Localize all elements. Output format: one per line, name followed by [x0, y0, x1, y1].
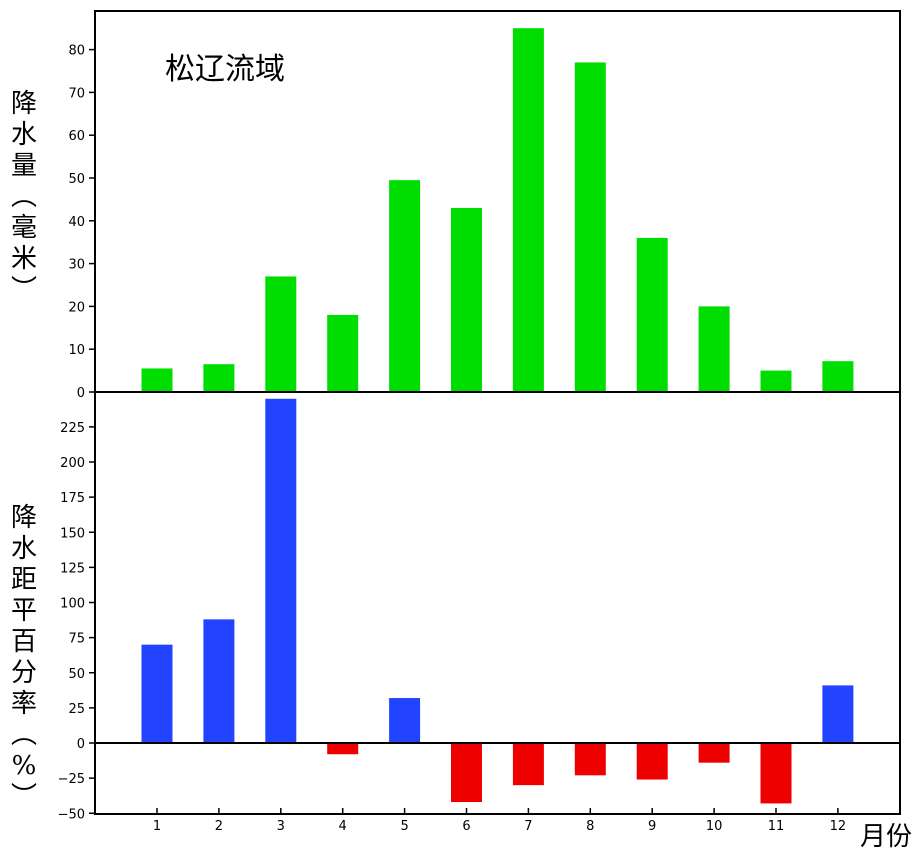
- precip-bar-3: [265, 276, 297, 392]
- precip-bar-4: [327, 314, 359, 392]
- precip-bar-10: [698, 306, 730, 392]
- y-tick-label: 80: [68, 44, 85, 59]
- anomaly-y-axis: −50 −25 0 25 50 75 100 125 150 175 200 225: [58, 421, 95, 822]
- y-tick-label: 50: [68, 172, 85, 187]
- anomaly-bar-6: [451, 743, 482, 803]
- month-x-axis: 1 2 3 4 5 6 7 8 9 10 11 12: [153, 808, 846, 834]
- y-axis-label-char: 水: [11, 534, 37, 564]
- anomaly-bar-1: [141, 644, 173, 743]
- y-axis-label-char: 平: [11, 596, 37, 626]
- y-tick-label: 60: [68, 129, 85, 144]
- anomaly-bars: [141, 398, 854, 804]
- y-axis-label-char: 毫: [11, 213, 37, 243]
- x-tick-label: 3: [277, 819, 285, 834]
- y-tick-label: 0: [77, 386, 85, 401]
- y-axis-label-char: 率: [11, 689, 37, 719]
- y-axis-label-char: 分: [11, 658, 37, 688]
- y-axis-label-char: 降: [11, 89, 37, 119]
- y-axis-label-char: 水: [11, 120, 37, 150]
- x-tick-label: 1: [153, 819, 161, 834]
- anomaly-bar-3: [265, 398, 297, 743]
- anomaly-bar-12: [822, 685, 854, 743]
- y-tick-label: 10: [68, 343, 85, 358]
- y-axis-label-char: 距: [11, 565, 37, 595]
- y-axis-label-char: ︶: [11, 275, 37, 305]
- y-axis-label-char: 降: [11, 503, 37, 533]
- anomaly-bar-8: [574, 743, 606, 776]
- x-axis-label: 月份: [860, 822, 912, 852]
- y-tick-label: 25: [68, 702, 85, 717]
- precip-bar-2: [203, 364, 235, 392]
- anomaly-bar-11: [760, 743, 792, 804]
- x-tick-label: 2: [215, 819, 223, 834]
- anomaly-bar-4: [327, 743, 359, 755]
- precip-bar-12: [822, 361, 854, 392]
- y-tick-label: 30: [68, 258, 85, 273]
- precipitation-panel: 0 10 20 30 40 50 60 70 80 松辽流域 降水量︵毫米︶: [11, 28, 854, 401]
- precip-bar-11: [760, 370, 792, 392]
- anomaly-bar-2: [203, 619, 235, 743]
- precip-bar-8: [574, 62, 606, 392]
- precipitation-bars: [141, 28, 854, 392]
- y-tick-label: 225: [60, 421, 85, 436]
- y-tick-label: −25: [58, 772, 85, 787]
- y-tick-label: 40: [68, 215, 85, 230]
- y-tick-label: 150: [60, 526, 85, 541]
- x-tick-label: 11: [768, 819, 785, 834]
- y-tick-label: 50: [68, 667, 85, 682]
- precipitation-y-axis-label: 降水量︵毫米︶: [11, 89, 37, 305]
- anomaly-bar-5: [389, 698, 421, 743]
- anomaly-panel: −50 −25 0 25 50 75 100 125 150 175 200 225 降水距平百分率︵…: [11, 398, 854, 822]
- anomaly-bar-9: [636, 743, 668, 780]
- x-tick-label: 5: [400, 819, 408, 834]
- precip-bar-7: [512, 28, 544, 392]
- x-tick-label: 8: [586, 819, 594, 834]
- plot-frame: [94, 10, 901, 815]
- y-tick-label: 70: [68, 86, 85, 101]
- y-tick-label: 175: [60, 491, 85, 506]
- y-tick-label: −50: [58, 807, 85, 822]
- x-tick-label: 7: [524, 819, 532, 834]
- y-axis-label-char: ︶: [11, 782, 37, 812]
- x-tick-label: 12: [830, 819, 847, 834]
- x-tick-label: 6: [462, 819, 470, 834]
- y-axis-label-char: ︵: [11, 182, 37, 212]
- y-axis-label-char: ︵: [11, 720, 37, 750]
- precip-bar-1: [141, 368, 173, 392]
- y-tick-label: 20: [68, 300, 85, 315]
- y-tick-label: 75: [68, 632, 85, 647]
- precip-bar-9: [636, 237, 668, 392]
- precip-bar-6: [451, 207, 482, 392]
- precip-bar-5: [389, 180, 421, 392]
- y-tick-label: 0: [77, 737, 85, 752]
- anomaly-bar-10: [698, 743, 730, 763]
- y-axis-label-char: 百: [11, 627, 37, 657]
- y-tick-label: 200: [60, 456, 85, 471]
- anomaly-bar-7: [512, 743, 544, 786]
- y-tick-label: 125: [60, 561, 85, 576]
- x-tick-label: 10: [706, 819, 723, 834]
- y-axis-label-char: %: [12, 751, 37, 781]
- y-tick-label: 100: [60, 597, 85, 612]
- panel-title: 松辽流域: [165, 52, 285, 87]
- y-axis-label-char: 米: [11, 244, 37, 274]
- precipitation-y-axis: 0 10 20 30 40 50 60 70 80: [68, 44, 95, 401]
- x-tick-label: 9: [648, 819, 656, 834]
- x-tick-label: 4: [339, 819, 347, 834]
- y-axis-label-char: 量: [11, 151, 37, 181]
